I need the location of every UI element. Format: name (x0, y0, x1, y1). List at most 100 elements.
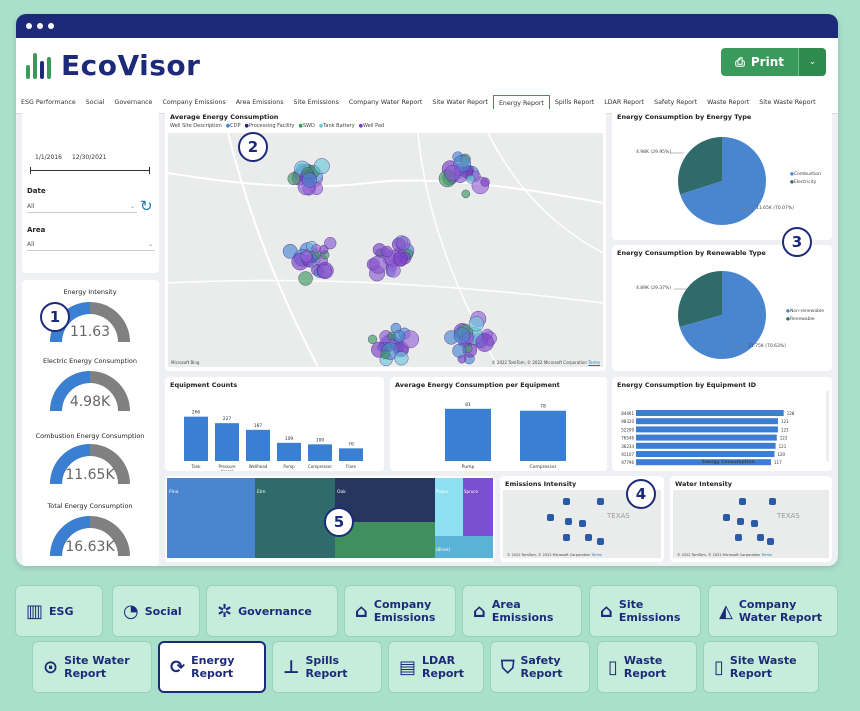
area-dropdown[interactable]: All ⌄ (27, 239, 155, 251)
legend-item-electricity[interactable]: ●Electricity (790, 180, 817, 185)
nav-button-safety-report[interactable]: ⛉ Safety Report (490, 641, 590, 693)
tab-ldar-report[interactable]: LDAR Report (604, 98, 645, 106)
nav-button-area-emissions[interactable]: ⌂ Area Emissions (462, 585, 582, 637)
nav-button-spills-report[interactable]: ⊥ Spills Report (272, 641, 382, 693)
date-dropdown[interactable]: All ⌄ (27, 201, 137, 213)
pie-slice-renewable (678, 271, 722, 327)
start-date[interactable]: 1/1/2016 (35, 154, 62, 161)
nav-button-energy-report[interactable]: ⟳ Energy Report (158, 641, 266, 693)
gauge-label: Electric Energy Consumption (42, 357, 138, 365)
category-label: 98320 (621, 419, 634, 424)
site-marker-icon[interactable] (597, 538, 604, 545)
nav-button-label: LDAR Report (422, 654, 465, 680)
tab-site-waste-report[interactable]: Site Waste Report (759, 98, 816, 106)
tab-spills-report[interactable]: Spills Report (554, 98, 595, 106)
category-label: Vessel (221, 469, 234, 471)
nav-button-site-emissions[interactable]: ⌂ Site Emissions (589, 585, 701, 637)
window-dot-icon[interactable] (48, 23, 54, 29)
tab-company-water-report[interactable]: Company Water Report (348, 98, 423, 106)
slider-handle-start[interactable] (30, 167, 31, 174)
document-search-icon: ▤ (399, 656, 417, 678)
legend-item-cdp[interactable]: ●CDP (225, 123, 241, 129)
terms-link[interactable]: Terms (588, 360, 600, 365)
site-marker-icon[interactable] (585, 534, 592, 541)
legend-item-combustion[interactable]: ●Combustion (790, 172, 821, 177)
site-marker-icon[interactable] (563, 534, 570, 541)
data-label: 187 (254, 423, 263, 429)
data-label: 128 (787, 411, 795, 416)
map-canvas[interactable]: Microsoft Bing © 2022 TomTom, © 2022 Mic… (167, 132, 604, 368)
end-date[interactable]: 12/30/2021 (71, 154, 107, 161)
nav-button-waste-report[interactable]: ▯ Waste Report (597, 641, 697, 693)
nav-button-ldar-report[interactable]: ▤ LDAR Report (388, 641, 484, 693)
slider-handle-end[interactable] (149, 167, 150, 174)
tab-site-water-report[interactable]: Site Water Report (432, 98, 488, 106)
treemap-tile-poplar[interactable]: Poplar (435, 478, 463, 536)
nav-button-label: Energy Report (191, 654, 235, 680)
site-marker-icon[interactable] (579, 520, 586, 527)
site-marker-icon[interactable] (723, 514, 730, 521)
chevron-down-icon: ⌄ (129, 203, 135, 210)
treemap-tile-pina[interactable]: Pina (167, 478, 255, 558)
legend-item-tank-battery[interactable]: ●Tank Battery (318, 123, 355, 129)
tab-company-emissions[interactable]: Company Emissions (162, 98, 226, 106)
date-slider-track[interactable] (30, 170, 150, 171)
treemap-tile-spruce[interactable]: Spruce (463, 478, 493, 536)
site-marker-icon[interactable] (565, 518, 572, 525)
tab-site-emissions[interactable]: Site Emissions (293, 98, 339, 106)
treemap-tile-blank[interactable]: (Blank) (435, 536, 493, 558)
site-marker-icon[interactable] (769, 498, 776, 505)
gauge-combustion-energy (50, 444, 130, 484)
legend-item-processing[interactable]: ●Processing Facility (244, 123, 295, 129)
legend-title: Well Site Description (170, 123, 222, 129)
tab-waste-report[interactable]: Waste Report (707, 98, 750, 106)
site-marker-icon[interactable] (751, 520, 758, 527)
site-marker-icon[interactable] (757, 534, 764, 541)
site-marker-icon[interactable] (737, 518, 744, 525)
nav-button-governance[interactable]: ✲ Governance (206, 585, 338, 637)
site-marker-icon[interactable] (735, 534, 742, 541)
site-marker-icon[interactable] (563, 498, 570, 505)
nav-button-site-waste-report[interactable]: ▯ Site Waste Report (703, 641, 819, 693)
gauge-value: 11.63 (69, 324, 111, 340)
tab-esg-performance[interactable]: ESG Performance (21, 98, 76, 106)
nav-button-social[interactable]: ◔ Social (112, 585, 200, 637)
chevron-down-icon[interactable]: ⌄ (798, 48, 826, 76)
treemap-tile-elm[interactable]: Elm (255, 478, 335, 558)
site-marker-icon[interactable] (739, 498, 746, 505)
energy-type-pie (670, 137, 766, 225)
legend-item-renewable[interactable]: ●Renewable (786, 317, 815, 322)
scrollbar[interactable] (826, 391, 829, 461)
gauge-label: Combustion Energy Consumption (35, 432, 145, 440)
nav-button-label: Site Waste Report (729, 654, 797, 680)
terms-link[interactable]: Terms (761, 553, 772, 557)
gauge-value: 4.98K (69, 394, 111, 410)
area-label: Area (27, 226, 46, 234)
legend-item-swd[interactable]: ●SWD (298, 123, 315, 129)
nav-button-company-emissions[interactable]: ⌂ Company Emissions (344, 585, 456, 637)
nav-button-site-water-report[interactable]: ⊙ Site Water Report (32, 641, 152, 693)
well-site-bubble (313, 158, 330, 175)
well-site-bubble (380, 349, 390, 360)
refresh-icon[interactable]: ↻ (140, 197, 153, 215)
water-map[interactable]: TEXAS © 2022 TomTom, © 2022 Microsoft Co… (673, 490, 829, 558)
window-dot-icon[interactable] (37, 23, 43, 29)
terms-link[interactable]: Terms (591, 553, 602, 557)
site-marker-icon[interactable] (597, 498, 604, 505)
legend-item-well-pad[interactable]: ●Well Pad (358, 123, 385, 129)
site-marker-icon[interactable] (547, 514, 554, 521)
nav-button-company-water-report[interactable]: ◭ Company Water Report (708, 585, 838, 637)
bar-flare (339, 448, 363, 461)
window-dot-icon[interactable] (26, 23, 32, 29)
print-button[interactable]: ⎙ Print ⌄ (721, 48, 826, 76)
map-legend: Well Site Description ●CDP ●Processing F… (170, 123, 384, 129)
tab-social[interactable]: Social (85, 98, 105, 106)
tab-governance[interactable]: Governance (114, 98, 153, 106)
tab-area-emissions[interactable]: Area Emissions (235, 98, 284, 106)
card-title: Average Energy Consumption per Equipment (395, 381, 560, 389)
data-label: 120 (777, 452, 785, 457)
legend-item-non-renewable[interactable]: ●Non-renewable (786, 309, 824, 314)
site-marker-icon[interactable] (767, 538, 774, 545)
tab-safety-report[interactable]: Safety Report (654, 98, 698, 106)
nav-button-esg[interactable]: ▥ ESG (15, 585, 103, 637)
